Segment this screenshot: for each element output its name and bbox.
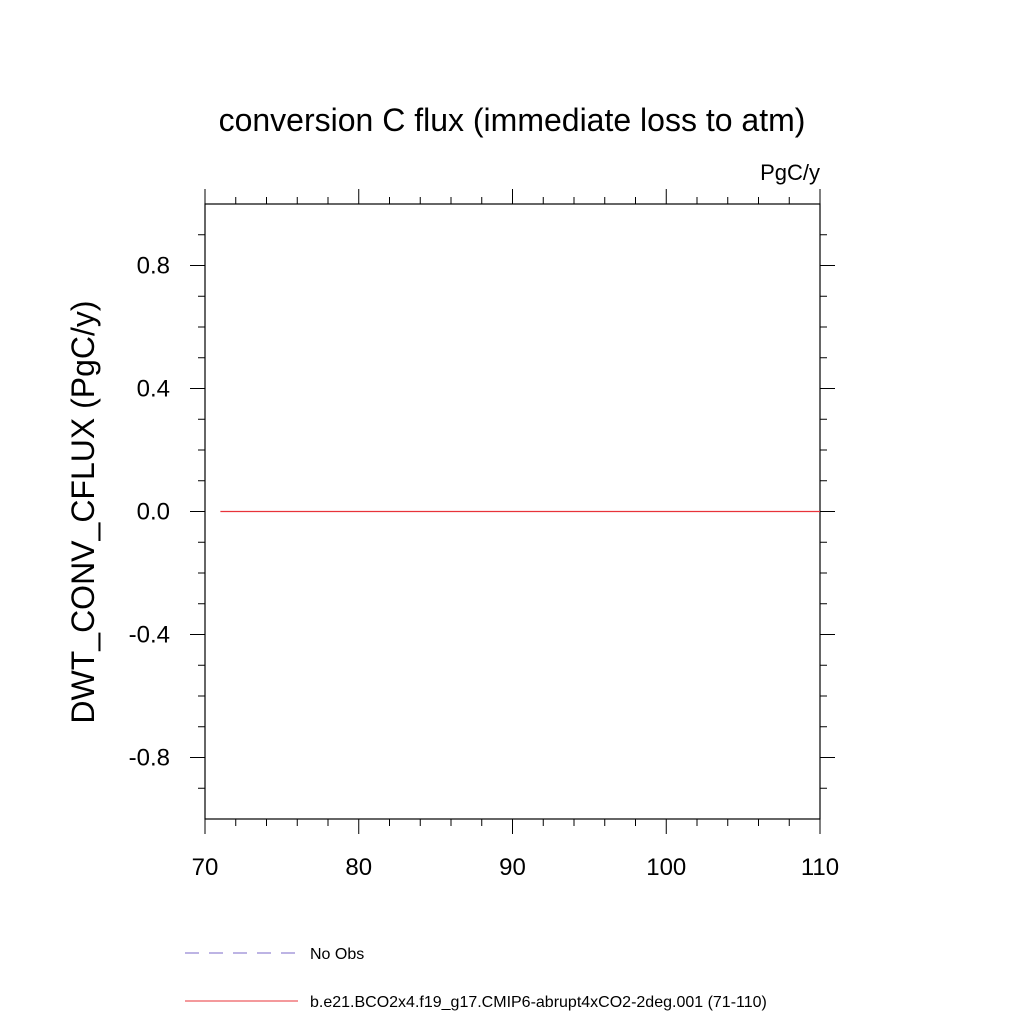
x-tick-label: 80	[345, 854, 372, 881]
legend-label-no-obs: No Obs	[310, 946, 364, 963]
y-tick-label: -0.8	[129, 745, 170, 772]
chart-title: conversion C flux (immediate loss to atm…	[219, 102, 806, 138]
x-tick-label: 100	[646, 854, 686, 881]
y-axis-label: DWT_CONV_CFLUX (PgC/y)	[65, 300, 101, 723]
x-tick-labels: 70 80 90 100 110	[192, 854, 839, 881]
legend: No Obs b.e21.BCO2x4.f19_g17.CMIP6-abrupt…	[185, 946, 767, 1011]
x-tick-label: 90	[499, 854, 526, 881]
x-tick-label: 110	[801, 854, 839, 881]
legend-label-model-run: b.e21.BCO2x4.f19_g17.CMIP6-abrupt4xCO2-2…	[310, 994, 767, 1011]
y-tick-label: 0.8	[137, 253, 170, 280]
units-label: PgC/y	[760, 160, 820, 185]
y-tick-label: -0.4	[129, 622, 170, 649]
axis-ticks	[190, 189, 835, 834]
y-tick-label: 0.4	[137, 376, 170, 403]
x-tick-label: 70	[192, 854, 219, 881]
y-tick-labels: 0.8 0.4 0.0 -0.4 -0.8	[129, 253, 170, 772]
y-tick-label: 0.0	[137, 499, 170, 526]
